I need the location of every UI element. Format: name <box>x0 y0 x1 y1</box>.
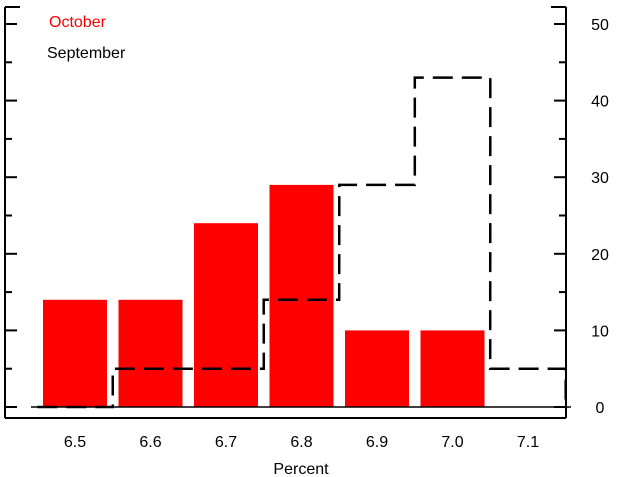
x-tick-label-6-5: 6.5 <box>64 434 86 451</box>
y-tick-label-50: 50 <box>591 17 609 34</box>
x-tick-label-6-8: 6.8 <box>290 434 312 451</box>
x-tick-label-7-1: 7.1 <box>517 434 539 451</box>
x-tick-label-6-7: 6.7 <box>215 434 237 451</box>
bar-october-6-7 <box>194 223 258 407</box>
bar-october-6-9 <box>345 330 409 407</box>
x-tick-label-6-9: 6.9 <box>366 434 388 451</box>
bar-october-6-5 <box>43 299 107 407</box>
september-step-path <box>37 76 567 409</box>
bar-october-7 <box>420 330 485 407</box>
x-tick-label-6-6: 6.6 <box>139 434 161 451</box>
legend-september: September <box>47 45 126 62</box>
y-tick-label-10: 10 <box>591 323 609 340</box>
legend-october: October <box>49 14 107 31</box>
bar-october-6-8 <box>269 184 334 407</box>
y-tick-label-30: 30 <box>591 170 609 187</box>
y-tick-label-20: 20 <box>591 247 609 264</box>
y-tick-label-0: 0 <box>596 400 605 417</box>
x-axis-title: Percent <box>273 461 329 477</box>
october-bars <box>43 184 485 407</box>
x-axis-ticks: 6.5 6.6 6.7 6.8 6.9 7.0 7.1 <box>64 434 539 451</box>
plot-frame <box>4 6 567 419</box>
x-tick-label-7-0: 7.0 <box>441 434 463 451</box>
september-step-line <box>37 76 567 409</box>
bar-october-6-6 <box>118 299 183 407</box>
left-y-axis-ticks <box>5 23 17 408</box>
right-y-axis-ticks: 0 10 20 30 40 50 <box>554 17 609 417</box>
y-tick-label-40: 40 <box>591 94 609 111</box>
